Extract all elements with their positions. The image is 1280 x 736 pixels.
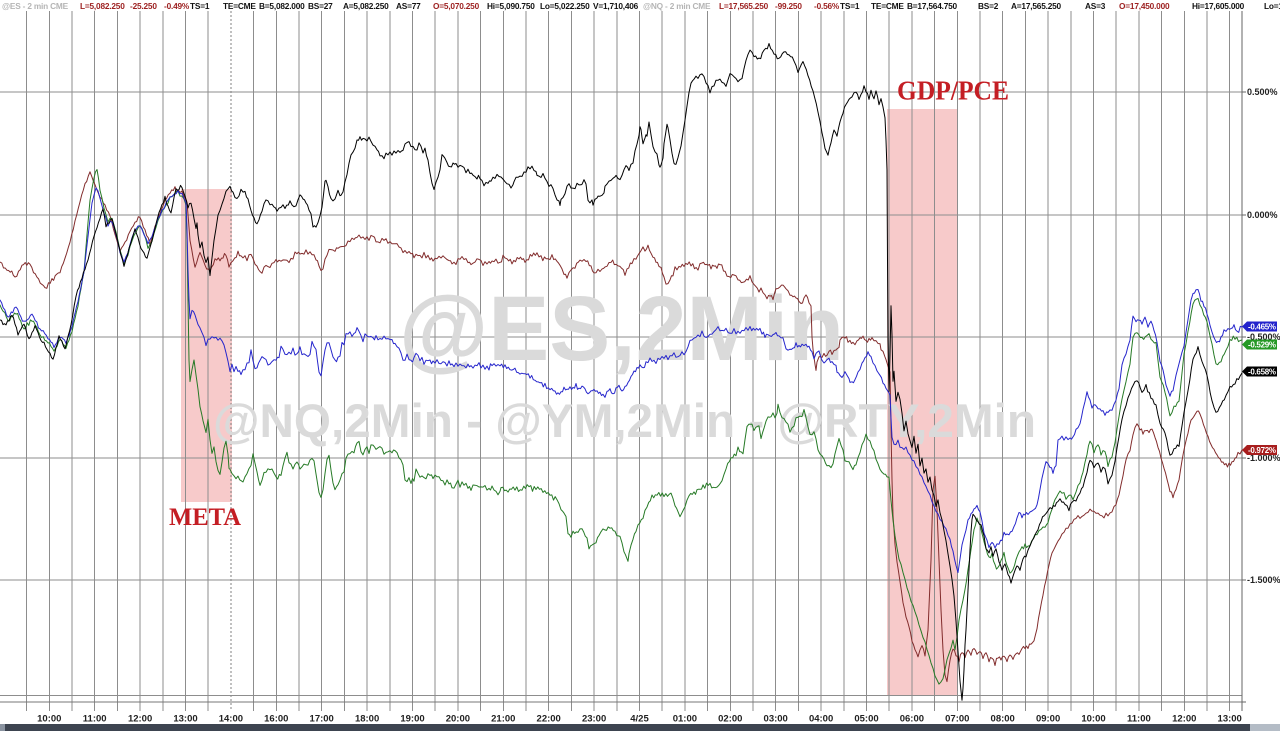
svg-text:19:00: 19:00 (400, 714, 424, 725)
svg-text:05:00: 05:00 (854, 714, 878, 725)
svg-text:12:00: 12:00 (1172, 714, 1196, 725)
svg-text:13:00: 13:00 (173, 714, 197, 725)
svg-text:01:00: 01:00 (673, 714, 697, 725)
svg-text:23:00: 23:00 (582, 714, 606, 725)
svg-text:-1.500%: -1.500% (1247, 575, 1280, 585)
svg-text:16:00: 16:00 (264, 714, 288, 725)
svg-text:-1.000%: -1.000% (1247, 453, 1280, 463)
svg-text:17:00: 17:00 (310, 714, 334, 725)
svg-text:14:00: 14:00 (219, 714, 243, 725)
svg-text:07:00: 07:00 (945, 714, 969, 725)
svg-text:-0.972%: -0.972% (1248, 446, 1276, 455)
svg-text:11:00: 11:00 (1127, 714, 1151, 725)
svg-text:03:00: 03:00 (764, 714, 788, 725)
svg-text:20:00: 20:00 (446, 714, 470, 725)
svg-text:11:00: 11:00 (83, 714, 107, 725)
svg-text:02:00: 02:00 (718, 714, 742, 725)
svg-text:@NQ,2Min - @YM,2Min - @RTY,2Mi: @NQ,2Min - @YM,2Min - @RTY,2Min (213, 395, 1036, 448)
svg-text:0.500%: 0.500% (1247, 87, 1278, 97)
svg-text:10:00: 10:00 (1081, 714, 1105, 725)
svg-text:-0.465%: -0.465% (1248, 323, 1276, 332)
svg-text:18:00: 18:00 (355, 714, 379, 725)
svg-text:21:00: 21:00 (491, 714, 515, 725)
svg-text:4/25: 4/25 (630, 714, 649, 725)
svg-text:06:00: 06:00 (900, 714, 924, 725)
svg-text:GDP/PCE: GDP/PCE (897, 76, 1009, 106)
svg-text:13:00: 13:00 (1218, 714, 1242, 725)
svg-text:09:00: 09:00 (1036, 714, 1060, 725)
svg-text:12:00: 12:00 (128, 714, 152, 725)
svg-text:04:00: 04:00 (809, 714, 833, 725)
svg-text:-0.500%: -0.500% (1247, 332, 1280, 342)
svg-text:@ES,2Min: @ES,2Min (399, 278, 844, 380)
svg-text:0.000%: 0.000% (1247, 210, 1278, 220)
svg-text:22:00: 22:00 (537, 714, 561, 725)
svg-text:META: META (169, 504, 241, 531)
svg-text:-0.658%: -0.658% (1248, 368, 1276, 377)
svg-text:10:00: 10:00 (37, 714, 61, 725)
svg-text:-0.529%: -0.529% (1248, 341, 1276, 350)
svg-text:08:00: 08:00 (991, 714, 1015, 725)
